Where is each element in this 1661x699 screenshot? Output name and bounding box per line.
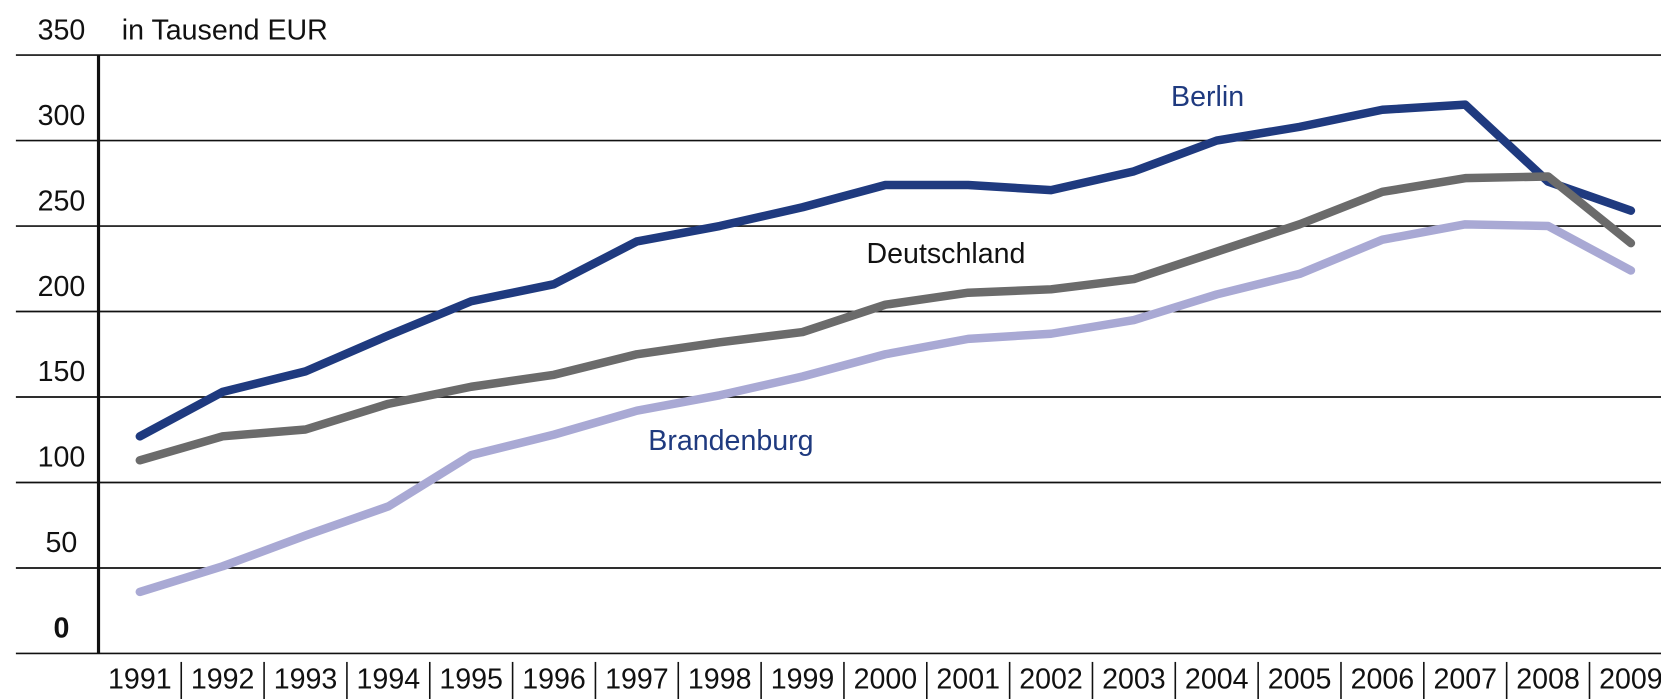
y-tick-label: 300 [38, 100, 86, 132]
x-tick-label: 2003 [1102, 664, 1166, 696]
series-label: Deutschland [867, 238, 1026, 270]
x-tick-label: 1992 [191, 664, 255, 696]
x-tick-label: 2001 [936, 664, 1000, 696]
x-tick-label: 1996 [522, 664, 586, 696]
x-tick-label: 2002 [1019, 664, 1083, 696]
x-tick-label: 2000 [854, 664, 918, 696]
y-tick-label: 250 [38, 185, 86, 217]
y-tick-label: 0 [53, 613, 69, 645]
series-label: Berlin [1171, 81, 1244, 113]
x-tick-label: 2007 [1433, 664, 1497, 696]
x-tick-label: 2005 [1268, 664, 1332, 696]
x-tick-label: 1995 [439, 664, 503, 696]
series-line [135, 220, 1636, 597]
x-tick-label: 2004 [1185, 664, 1249, 696]
x-tick-label: 1991 [108, 664, 172, 696]
y-tick-label: 50 [46, 527, 78, 559]
x-tick-label: 1998 [688, 664, 752, 696]
series-line [135, 172, 1636, 465]
series-label: Brandenburg [648, 425, 813, 457]
x-tick-label: 2006 [1351, 664, 1415, 696]
y-tick-label: 100 [38, 442, 86, 474]
x-tick-label: 1994 [357, 664, 421, 696]
x-tick-label: 2008 [1516, 664, 1580, 696]
y-tick-label: 350 [38, 14, 86, 46]
x-tick-label: 2009 [1599, 664, 1661, 696]
y-axis-label: in Tausend EUR [122, 14, 328, 46]
series-line [135, 100, 1636, 441]
y-tick-label: 150 [38, 356, 86, 388]
y-tick-label: 200 [38, 271, 86, 303]
x-tick-label: 1999 [771, 664, 835, 696]
x-tick-label: 1997 [605, 664, 669, 696]
x-tick-label: 1993 [274, 664, 338, 696]
